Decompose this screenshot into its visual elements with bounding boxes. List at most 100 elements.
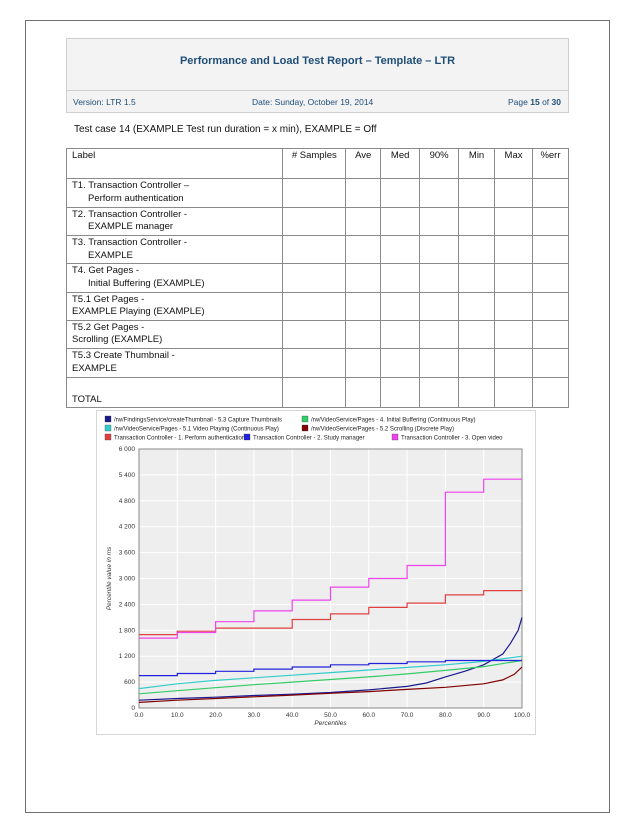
empty-cell: [458, 178, 496, 208]
legend-swatch: [104, 424, 112, 432]
x-tick-label: 80.0: [439, 712, 452, 719]
empty-cell: [458, 263, 496, 293]
chart-svg: 0 600 1 200 1 800 2 400 3 000 3 600 4 200 4 800 5…: [104, 415, 531, 727]
x-tick-label: 10.0: [171, 712, 184, 719]
plot-border: [138, 448, 523, 709]
empty-cell: [345, 206, 382, 237]
row-label: TOTAL: [65, 376, 284, 409]
page-border: [25, 20, 610, 813]
x-tick-label: 90.0: [477, 712, 490, 719]
column-header: Label: [65, 147, 284, 180]
empty-cell: [282, 291, 347, 321]
results-table: Label # Samples Ave Med 90% Min Max %err T1. Tra…: [65, 147, 570, 409]
series-line: [139, 478, 522, 639]
empty-cell: [458, 348, 496, 378]
legend-entry: /rw/VideoService/Pages - 4. Initial Buff…: [311, 418, 476, 424]
row-label-line1: TOTAL: [72, 393, 102, 405]
empty-cell: [380, 178, 421, 208]
empty-cell: [282, 348, 347, 378]
empty-cell: [494, 348, 533, 378]
row-label: T4. Get Pages - Initial Buffering (EXAMPL…: [65, 263, 284, 293]
legend-swatch: [391, 433, 399, 441]
legend-swatch: [301, 424, 309, 432]
empty-cell: [419, 234, 460, 265]
empty-cell: [531, 291, 570, 321]
empty-cell: [419, 376, 460, 409]
column-header: Max: [494, 147, 533, 180]
x-tick-label: 0.0: [134, 712, 143, 719]
row-label-line2: EXAMPLE Playing (EXAMPLE): [72, 306, 205, 318]
empty-cell: [345, 319, 382, 350]
x-tick-label: 50.0: [324, 712, 337, 719]
row-label: T5.2 Get Pages - Scrolling (EXAMPLE): [65, 319, 284, 350]
empty-cell: [282, 206, 347, 237]
page-current: 15: [530, 97, 540, 107]
row-label-line1: T5.1 Get Pages -: [72, 293, 145, 305]
x-tick-label: 20.0: [209, 712, 222, 719]
empty-cell: [531, 206, 570, 237]
empty-cell: [531, 178, 570, 208]
y-tick-label: 1 200: [119, 653, 136, 660]
empty-cell: [458, 376, 496, 409]
y-tick-label: 1 800: [119, 627, 136, 634]
empty-cell: [458, 234, 496, 265]
empty-cell: [531, 263, 570, 293]
page-number: Page 15 of 30: [508, 97, 561, 107]
legend-swatch: [104, 415, 112, 423]
empty-cell: [531, 348, 570, 378]
empty-cell: [494, 206, 533, 237]
row-label: T3. Transaction Controller - EXAMPLE: [65, 234, 284, 265]
legend-swatch: [301, 415, 309, 423]
row-label-line2: EXAMPLE manager: [88, 221, 174, 233]
y-tick-label: 4 800: [119, 498, 136, 505]
y-axis-label: Percentile value in ms: [106, 546, 113, 610]
y-tick-label: 3 600: [119, 550, 136, 557]
column-header: %err: [531, 147, 570, 180]
row-label-line1: T3. Transaction Controller -: [72, 237, 188, 248]
x-tick-label: 70.0: [401, 712, 414, 719]
empty-cell: [458, 291, 496, 321]
empty-cell: [345, 234, 382, 265]
x-tick-label: 40.0: [286, 712, 299, 719]
page-total: 30: [551, 97, 561, 107]
legend-swatch: [243, 433, 251, 441]
page-of: of: [542, 97, 550, 107]
test-case-title: Test case 14 (EXAMPLE Test run duration …: [74, 124, 377, 135]
row-label-line1: T1. Transaction Controller –: [72, 180, 190, 192]
series-line: [138, 617, 523, 701]
empty-cell: [380, 206, 421, 237]
empty-cell: [380, 291, 421, 321]
empty-cell: [494, 178, 533, 208]
column-header: Ave: [345, 147, 382, 180]
empty-cell: [419, 291, 460, 321]
column-header: # Samples: [282, 147, 347, 180]
legend-entry: /rw/VideoService/Pages - 5.2 Scrolling (…: [311, 427, 454, 433]
table-row: T2. Transaction Controller - EXAMPLE mana…: [65, 206, 570, 237]
y-tick-label: 6 000: [119, 446, 136, 453]
y-tick-label: 5 400: [119, 472, 136, 479]
empty-cell: [494, 263, 533, 293]
x-tick-label: 60.0: [362, 712, 375, 719]
row-label-line2: Initial Buffering (EXAMPLE): [88, 277, 205, 289]
report-title: Performance and Load Test Report – Templ…: [179, 55, 456, 67]
empty-cell: [380, 319, 421, 350]
empty-cell: [380, 234, 421, 265]
empty-cell: [345, 376, 382, 409]
table-row: T5.2 Get Pages - Scrolling (EXAMPLE): [65, 319, 570, 350]
empty-cell: [345, 291, 382, 321]
empty-cell: [494, 376, 533, 409]
legend-entry: Transaction Controller - 3. Open video: [401, 436, 503, 442]
empty-cell: [380, 263, 421, 293]
y-tick-label: 3 000: [119, 576, 136, 583]
empty-cell: [345, 263, 382, 293]
empty-cell: [345, 348, 382, 378]
column-header: Min: [458, 147, 496, 180]
row-label-line2: EXAMPLE: [72, 362, 117, 374]
y-tick-label: 2 400: [119, 601, 136, 608]
legend-entry: /rw/FindingsService/createThumbnail - 5.…: [114, 418, 282, 424]
empty-cell: [380, 348, 421, 378]
report-header: Performance and Load Test Report – Templ…: [66, 38, 569, 113]
empty-cell: [282, 234, 347, 265]
empty-cell: [494, 291, 533, 321]
series-line: [139, 659, 522, 677]
